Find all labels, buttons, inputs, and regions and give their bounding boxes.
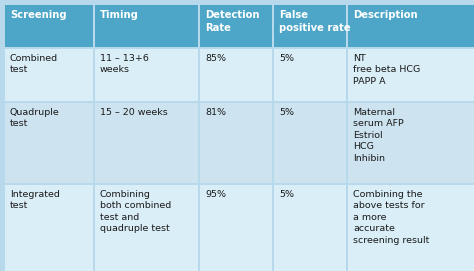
- Text: 11 – 13+6
weeks: 11 – 13+6 weeks: [100, 54, 149, 75]
- Text: NT
free beta HCG
PAPP A: NT free beta HCG PAPP A: [353, 54, 420, 86]
- Text: Screening: Screening: [10, 10, 67, 20]
- Bar: [5, 185, 93, 271]
- Text: 5%: 5%: [279, 108, 294, 117]
- Text: Combining
both combined
test and
quadruple test: Combining both combined test and quadrup…: [100, 190, 171, 233]
- Bar: [95, 5, 198, 47]
- Text: 5%: 5%: [279, 54, 294, 63]
- Bar: [348, 49, 474, 101]
- Bar: [5, 103, 93, 183]
- Bar: [95, 49, 198, 101]
- Text: 15 – 20 weeks: 15 – 20 weeks: [100, 108, 168, 117]
- Text: Combining the
above tests for
a more
accurate
screening result: Combining the above tests for a more acc…: [353, 190, 429, 245]
- Bar: [5, 5, 93, 47]
- Bar: [274, 103, 346, 183]
- Bar: [274, 5, 346, 47]
- Text: 85%: 85%: [205, 54, 226, 63]
- Bar: [95, 103, 198, 183]
- Text: Timing: Timing: [100, 10, 139, 20]
- Text: Maternal
serum AFP
Estriol
HCG
Inhibin: Maternal serum AFP Estriol HCG Inhibin: [353, 108, 404, 163]
- Text: Combined
test: Combined test: [10, 54, 58, 75]
- Text: False
positive rate: False positive rate: [279, 10, 351, 33]
- Text: Detection
Rate: Detection Rate: [205, 10, 259, 33]
- Bar: [200, 103, 272, 183]
- Text: 95%: 95%: [205, 190, 226, 199]
- Text: Integrated
test: Integrated test: [10, 190, 60, 211]
- Bar: [200, 49, 272, 101]
- Bar: [200, 5, 272, 47]
- Bar: [348, 5, 474, 47]
- Bar: [274, 185, 346, 271]
- Bar: [348, 103, 474, 183]
- Text: Quadruple
test: Quadruple test: [10, 108, 60, 128]
- Bar: [95, 185, 198, 271]
- Bar: [200, 185, 272, 271]
- Bar: [348, 185, 474, 271]
- Text: 5%: 5%: [279, 190, 294, 199]
- Text: 81%: 81%: [205, 108, 226, 117]
- Bar: [274, 49, 346, 101]
- Text: Description: Description: [353, 10, 418, 20]
- Bar: [5, 49, 93, 101]
